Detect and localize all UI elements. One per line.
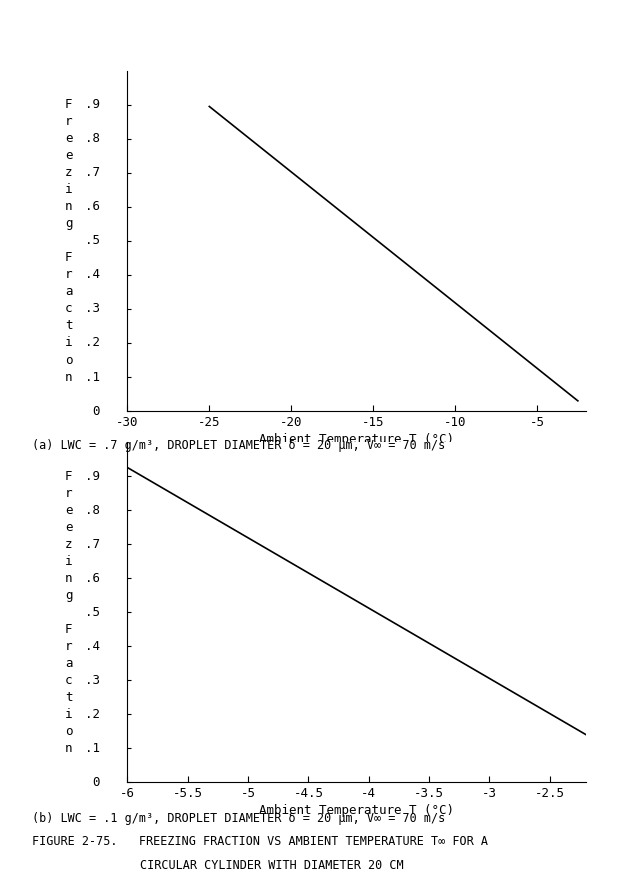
Text: 0: 0 <box>92 776 100 789</box>
Text: .5: .5 <box>85 234 100 248</box>
X-axis label: Ambient Temperature T (°C): Ambient Temperature T (°C) <box>259 804 454 818</box>
Text: F: F <box>65 469 73 483</box>
Text: (b) LWC = .1 g/m³, DROPLET DIAMETER δ = 20 μm, V∞ = 70 m/s: (b) LWC = .1 g/m³, DROPLET DIAMETER δ = … <box>32 812 445 825</box>
Text: a: a <box>65 657 73 670</box>
Text: .9: .9 <box>85 98 100 111</box>
Text: a: a <box>65 286 73 299</box>
Text: i: i <box>65 337 73 349</box>
Text: e: e <box>65 133 73 145</box>
Text: e: e <box>65 521 73 534</box>
Text: CIRCULAR CYLINDER WITH DIAMETER 20 CM: CIRCULAR CYLINDER WITH DIAMETER 20 CM <box>140 859 404 873</box>
Text: n: n <box>65 370 73 384</box>
Text: r: r <box>65 486 73 499</box>
Text: e: e <box>65 149 73 163</box>
Text: i: i <box>65 708 73 720</box>
Text: .3: .3 <box>85 302 100 316</box>
Text: F: F <box>65 622 73 636</box>
Text: e: e <box>65 504 73 516</box>
Text: n: n <box>65 201 73 213</box>
Text: .2: .2 <box>85 337 100 349</box>
Text: (a) LWC = .7 g/m³, DROPLET DIAMETER δ = 20 μm, V∞ = 70 m/s: (a) LWC = .7 g/m³, DROPLET DIAMETER δ = … <box>32 439 445 453</box>
Text: r: r <box>65 640 73 652</box>
Text: i: i <box>65 183 73 196</box>
Text: z: z <box>65 537 73 551</box>
Text: g: g <box>65 217 73 231</box>
Text: 0: 0 <box>92 405 100 417</box>
Text: t: t <box>65 690 73 704</box>
Text: r: r <box>65 115 73 128</box>
Text: t: t <box>65 319 73 332</box>
Text: o: o <box>65 725 73 738</box>
Text: .1: .1 <box>85 742 100 755</box>
Text: i: i <box>65 554 73 568</box>
Text: .5: .5 <box>85 606 100 619</box>
Text: .7: .7 <box>85 537 100 551</box>
Text: z: z <box>65 166 73 179</box>
Text: c: c <box>65 302 73 316</box>
Text: FIGURE 2-75.   FREEZING FRACTION VS AMBIENT TEMPERATURE T∞ FOR A: FIGURE 2-75. FREEZING FRACTION VS AMBIEN… <box>32 835 488 849</box>
Text: n: n <box>65 572 73 584</box>
Text: .8: .8 <box>85 504 100 516</box>
Text: .7: .7 <box>85 166 100 179</box>
Text: g: g <box>65 589 73 602</box>
Text: .2: .2 <box>85 708 100 720</box>
Text: .6: .6 <box>85 572 100 584</box>
Text: .4: .4 <box>85 640 100 652</box>
Text: c: c <box>65 674 73 687</box>
Text: .4: .4 <box>85 269 100 281</box>
Text: .1: .1 <box>85 370 100 384</box>
Text: .8: .8 <box>85 133 100 145</box>
Text: .9: .9 <box>85 469 100 483</box>
X-axis label: Ambient Temperature T (°C): Ambient Temperature T (°C) <box>259 433 454 446</box>
Text: .6: .6 <box>85 201 100 213</box>
Text: .3: .3 <box>85 674 100 687</box>
Text: o: o <box>65 354 73 367</box>
Text: r: r <box>65 269 73 281</box>
Text: F: F <box>65 98 73 111</box>
Text: F: F <box>65 251 73 264</box>
Text: n: n <box>65 742 73 755</box>
